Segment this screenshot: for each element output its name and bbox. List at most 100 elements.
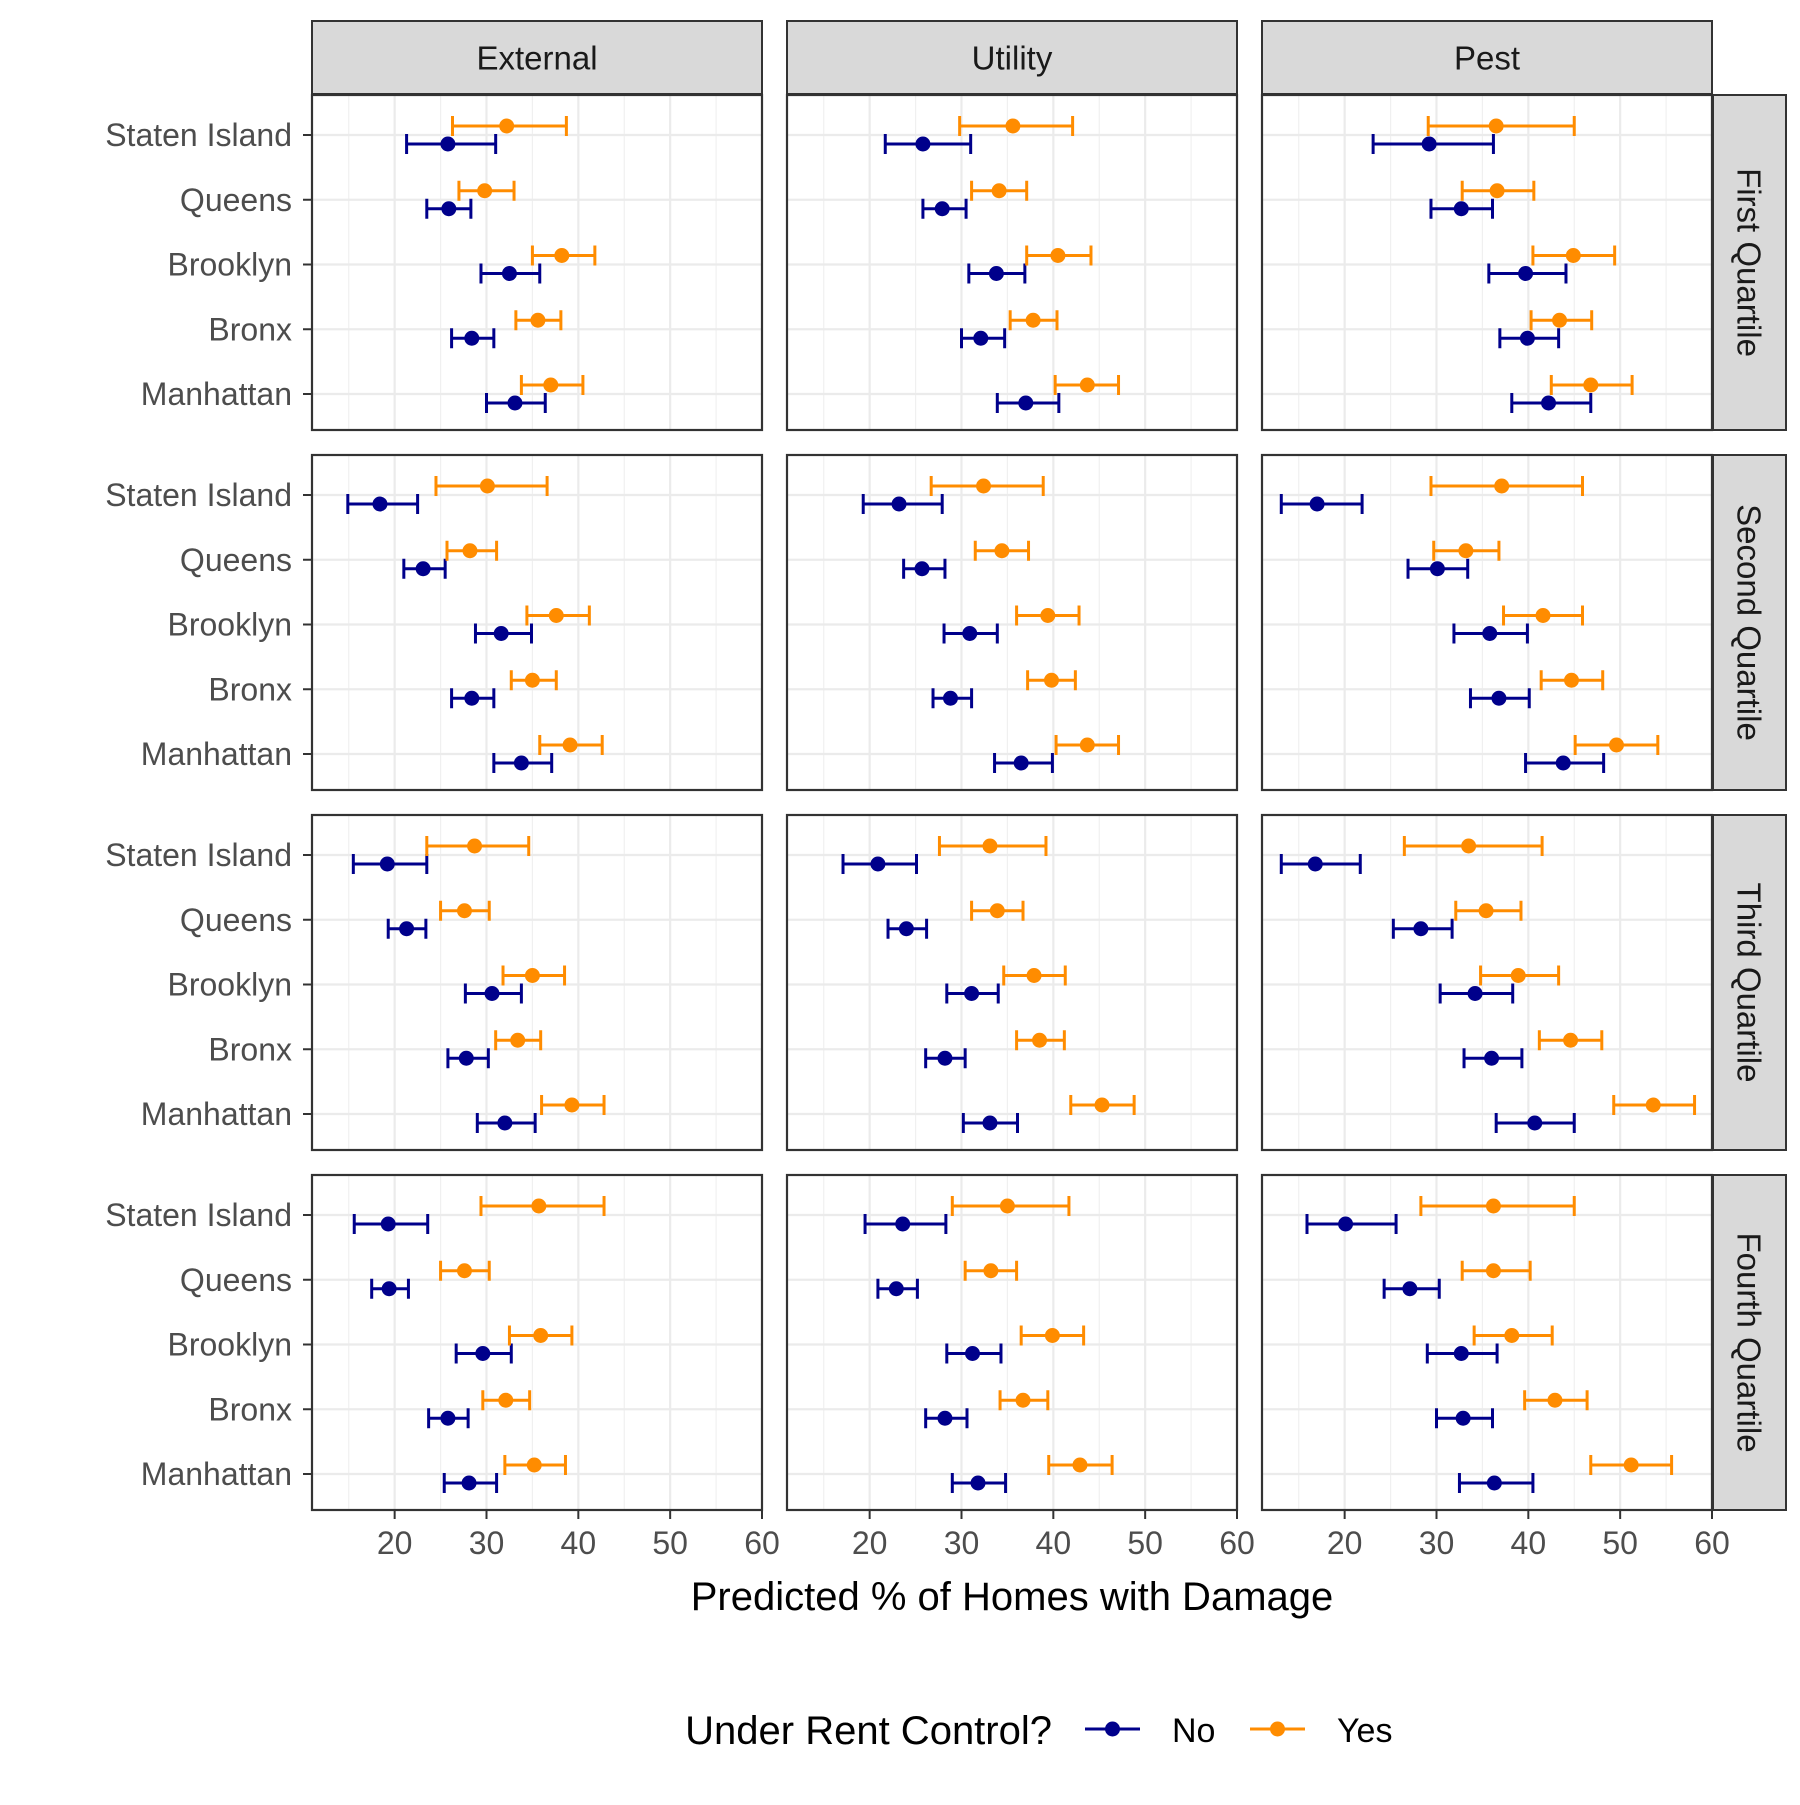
panel-background [787, 815, 1237, 1150]
y-tick-label: Bronx [208, 311, 292, 347]
legend-key-point [1105, 1721, 1120, 1737]
panel-1-external: Staten Island Queens Brooklyn Bronx Manhatta… [105, 93, 764, 432]
data-point [915, 136, 931, 152]
legend-key-point [1270, 1721, 1285, 1737]
data-point [1044, 1328, 1060, 1343]
y-tick-label: Staten Island [105, 837, 292, 873]
data-point [1467, 986, 1483, 1001]
y-tick-label: Staten Island [105, 117, 292, 153]
series-no [1279, 494, 1606, 773]
y-tick-label: Queens [180, 902, 292, 938]
data-point [1623, 1457, 1639, 1473]
data-point [1015, 1392, 1031, 1408]
data-point [1429, 561, 1445, 577]
data-point [372, 496, 388, 512]
series-yes [1402, 836, 1697, 1115]
panel-background [1262, 815, 1712, 1150]
panel-border [1260, 1173, 1714, 1512]
panel-border [785, 453, 1239, 792]
panel-border [310, 1173, 764, 1512]
series-no [1279, 854, 1576, 1133]
data-point [1491, 690, 1507, 706]
series-yes [434, 476, 604, 755]
data-point [1453, 201, 1469, 217]
x-tick-label: 30 [1419, 1525, 1455, 1561]
series-yes [1426, 116, 1634, 395]
facet-strip-label: Second Quartile [1731, 504, 1768, 741]
panel-4-pest: 20 30 40 50 60 [1260, 1173, 1730, 1561]
panel-2-utility [785, 453, 1239, 792]
series-no [861, 494, 1054, 773]
data-point [380, 1216, 396, 1232]
data-point [1079, 737, 1095, 753]
data-point [1043, 672, 1059, 688]
data-point [1547, 1392, 1563, 1408]
data-point [1555, 755, 1571, 771]
y-tick-label: Brooklyn [168, 247, 293, 283]
data-point [898, 921, 914, 937]
y-tick-label: Bronx [208, 671, 292, 707]
data-point [1413, 921, 1429, 937]
panel-background [312, 95, 762, 430]
data-point [1453, 1346, 1469, 1361]
data-point [530, 312, 546, 328]
data-point [526, 1457, 542, 1473]
data-point [510, 1032, 526, 1048]
series-no [346, 494, 554, 773]
panel-4-utility: 20 30 40 50 60 [785, 1173, 1255, 1561]
data-point [1494, 478, 1510, 494]
data-point [524, 672, 540, 688]
panel-1-utility [785, 93, 1239, 432]
x-axis-title: Predicted % of Homes with Damage [691, 1575, 1334, 1619]
data-point [1402, 1281, 1418, 1297]
facet-strip-row-4 [1712, 1174, 1787, 1511]
data-point [970, 1475, 986, 1491]
data-point [464, 330, 480, 346]
data-point [562, 737, 578, 753]
panel-background [787, 455, 1237, 790]
y-tick-label: Manhattan [141, 1096, 292, 1132]
y-tick-label: Manhattan [141, 376, 292, 412]
data-point [937, 1050, 953, 1066]
legend-label: No [1172, 1712, 1215, 1750]
data-point [464, 690, 480, 706]
data-point [484, 986, 500, 1001]
data-point [456, 903, 472, 919]
facet-strip-label: External [476, 40, 597, 77]
data-point [379, 856, 395, 872]
data-point [1608, 737, 1624, 753]
data-point [973, 330, 989, 346]
data-point [1026, 968, 1042, 983]
data-point [531, 1198, 547, 1214]
data-point [415, 561, 431, 577]
x-tick-label: 50 [1602, 1525, 1638, 1561]
data-point [994, 543, 1010, 559]
x-tick-label: 20 [852, 1525, 888, 1561]
data-point [988, 266, 1004, 281]
data-point [1645, 1097, 1661, 1113]
data-point [499, 118, 515, 134]
data-point [467, 838, 483, 854]
data-point [1563, 672, 1579, 688]
data-point [1013, 755, 1029, 771]
data-point [1072, 1457, 1088, 1473]
data-point [999, 1198, 1015, 1214]
data-point [895, 1216, 911, 1232]
series-no [883, 134, 1061, 413]
data-point [1489, 183, 1505, 199]
data-point [1005, 118, 1021, 134]
data-point [399, 921, 415, 937]
y-tick-label: Manhattan [141, 736, 292, 772]
data-point [381, 1281, 397, 1297]
data-point [513, 755, 529, 771]
panel-background [1262, 455, 1712, 790]
data-point [983, 1263, 999, 1279]
facet-strip-label: Pest [1454, 40, 1520, 77]
data-point [1583, 377, 1599, 393]
series-yes [1429, 476, 1660, 755]
panel-background [312, 455, 762, 790]
data-point [498, 1392, 514, 1408]
panel-border [785, 1173, 1239, 1512]
y-tick-label: Staten Island [105, 1197, 292, 1233]
data-point [1488, 118, 1504, 134]
